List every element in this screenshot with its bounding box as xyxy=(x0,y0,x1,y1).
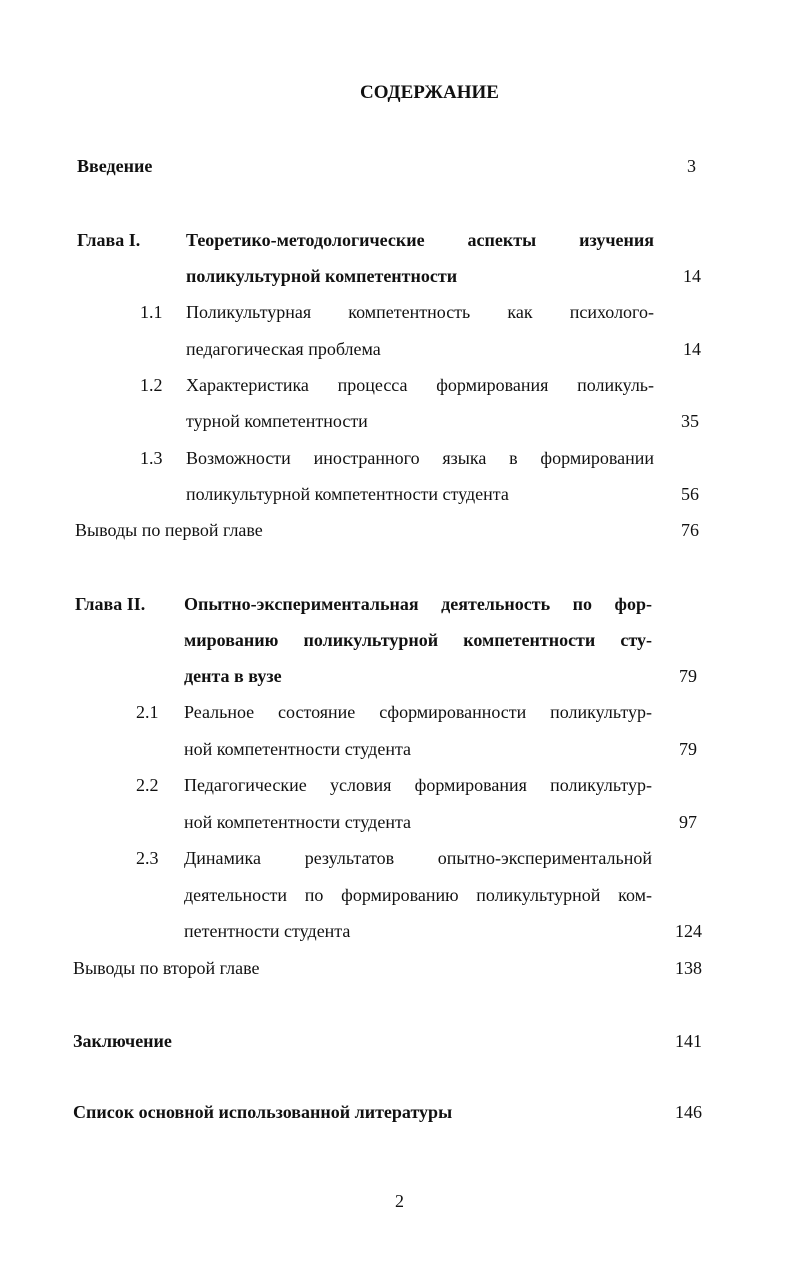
toc-section-title: ной компетентности студента xyxy=(184,812,412,832)
toc-page: 79 xyxy=(679,739,697,759)
page-number: 2 xyxy=(395,1191,404,1211)
toc-page: 97 xyxy=(679,812,697,832)
toc-chapter-title: мированию поликультурной компетентности … xyxy=(184,630,652,650)
toc-section-title: ной компетентности студента xyxy=(184,739,412,759)
toc-chapter-title: Опытно-экспериментальная деятельность по… xyxy=(184,594,652,614)
toc-section-num: 1.1 xyxy=(140,302,163,322)
toc-page: 138 xyxy=(675,958,702,978)
toc-section-title: Возможности иностранного языка в формиро… xyxy=(186,448,654,468)
toc-chapter-title: поликультурной компетентности xyxy=(186,266,458,286)
toc-section-title: поликультурной компетентности студента xyxy=(186,484,509,504)
page-title: СОДЕРЖАНИЕ xyxy=(360,82,499,103)
toc-page: 79 xyxy=(679,666,697,686)
toc-section-title: Педагогические условия формирования поли… xyxy=(184,775,652,795)
toc-section-num: 2.3 xyxy=(136,848,159,868)
toc-chapter-num: Глава II. xyxy=(75,594,146,614)
toc-page: 35 xyxy=(681,411,699,431)
toc-conclusions-2: Выводы по второй главе xyxy=(73,958,260,978)
toc-references: Список основной использованной литератур… xyxy=(73,1102,453,1122)
toc-section-num: 2.1 xyxy=(136,702,159,722)
toc-intro: Введение xyxy=(77,156,153,176)
toc-page: 14 xyxy=(683,339,701,359)
toc-section-num: 2.2 xyxy=(136,775,159,795)
toc-section-num: 1.2 xyxy=(140,375,163,395)
toc-page: 146 xyxy=(675,1102,702,1122)
toc-section-title: турной компетентности xyxy=(186,411,368,431)
toc-section-title: Поликультурная компетентность как психол… xyxy=(186,302,654,322)
toc-page: 124 xyxy=(675,921,702,941)
toc-section-title: деятельности по формированию поликультур… xyxy=(184,885,652,905)
toc-section-title: Характеристика процесса формирования пол… xyxy=(186,375,654,395)
toc-page: 76 xyxy=(681,520,699,540)
toc-section-title: петентности студента xyxy=(184,921,351,941)
toc-page: 14 xyxy=(683,266,701,286)
toc-section-title: Динамика результатов опытно-эксперимента… xyxy=(184,848,652,868)
toc-section-num: 1.3 xyxy=(140,448,163,468)
toc-conclusions-1: Выводы по первой главе xyxy=(75,520,263,540)
toc-conclusion: Заключение xyxy=(73,1031,172,1051)
toc-chapter-num: Глава I. xyxy=(77,230,141,250)
toc-page: 3 xyxy=(687,156,696,176)
toc-page: 141 xyxy=(675,1031,702,1051)
toc-page: 56 xyxy=(681,484,699,504)
toc-section-title: педагогическая проблема xyxy=(186,339,381,359)
toc-section-title: Реальное состояние сформированности поли… xyxy=(184,702,652,722)
toc-chapter-title: дента в вузе xyxy=(184,666,282,686)
toc-chapter-title: Теоретико-методологические аспекты изуче… xyxy=(186,230,654,250)
